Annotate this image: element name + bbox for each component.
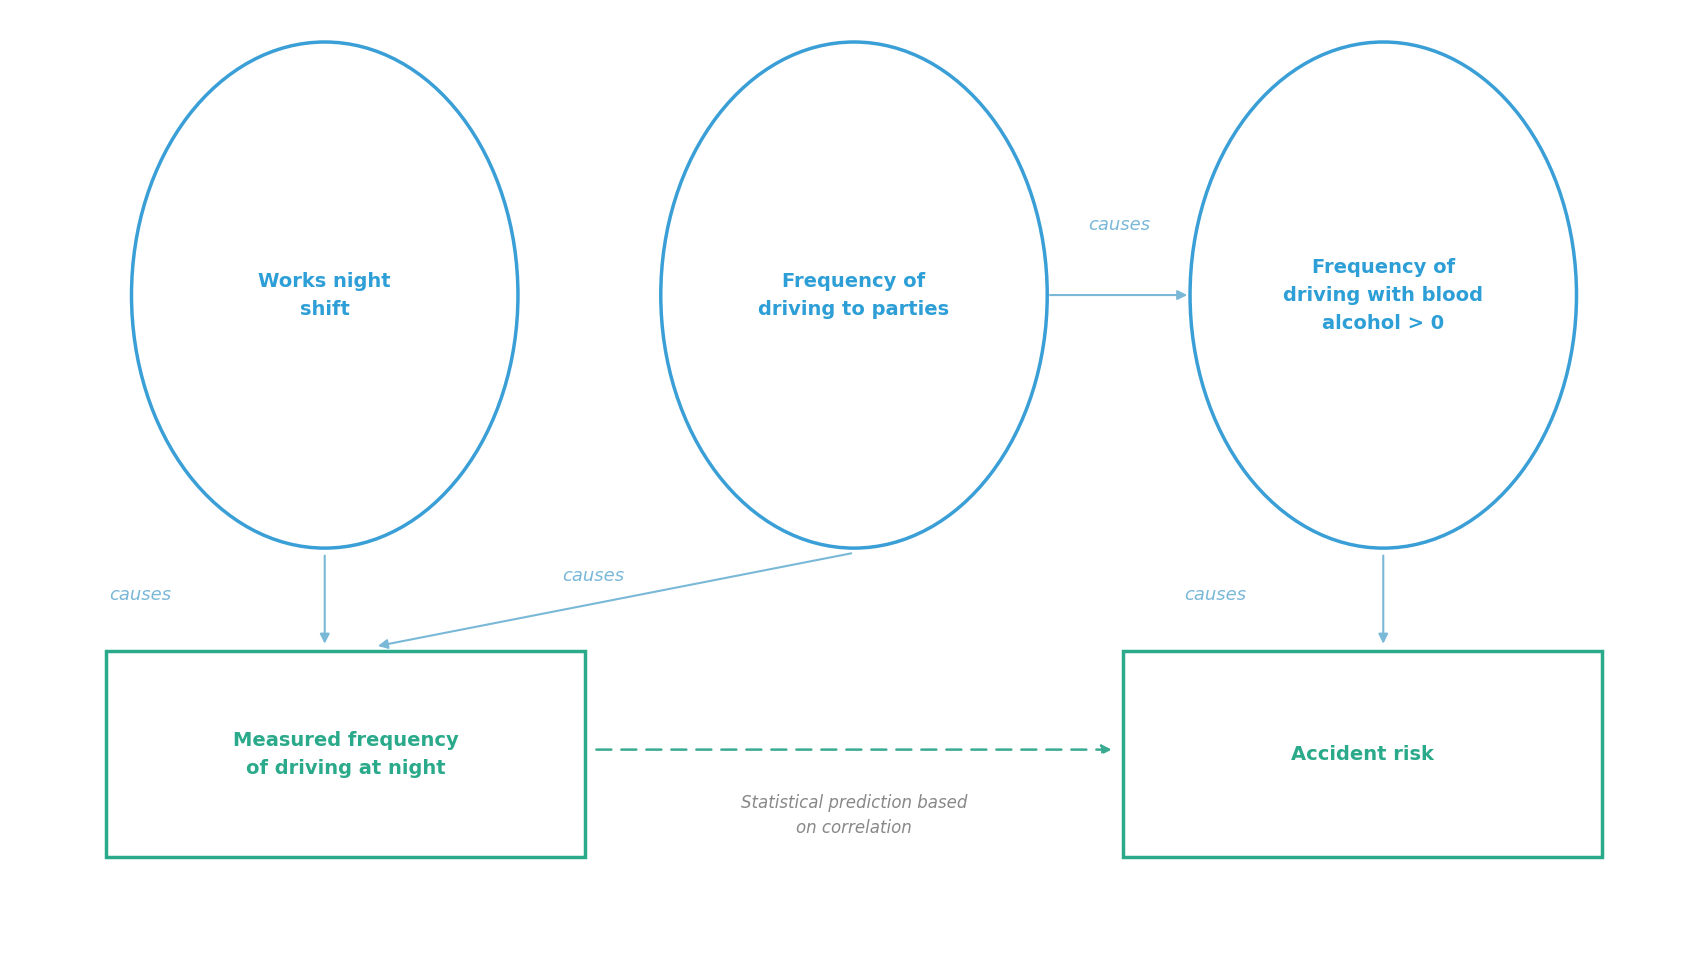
Text: Measured frequency
of driving at night: Measured frequency of driving at night <box>232 731 459 778</box>
Text: causes: causes <box>1183 586 1246 604</box>
Text: Accident risk: Accident risk <box>1290 745 1432 763</box>
Text: causes: causes <box>562 567 625 585</box>
Text: Frequency of
driving with blood
alcohol > 0: Frequency of driving with blood alcohol … <box>1282 258 1482 333</box>
Text: causes: causes <box>109 586 171 604</box>
Text: causes: causes <box>1087 216 1151 234</box>
Text: Works night
shift: Works night shift <box>258 271 391 318</box>
Text: Statistical prediction based
on correlation: Statistical prediction based on correlat… <box>741 794 966 837</box>
Text: Frequency of
driving to parties: Frequency of driving to parties <box>758 271 949 318</box>
